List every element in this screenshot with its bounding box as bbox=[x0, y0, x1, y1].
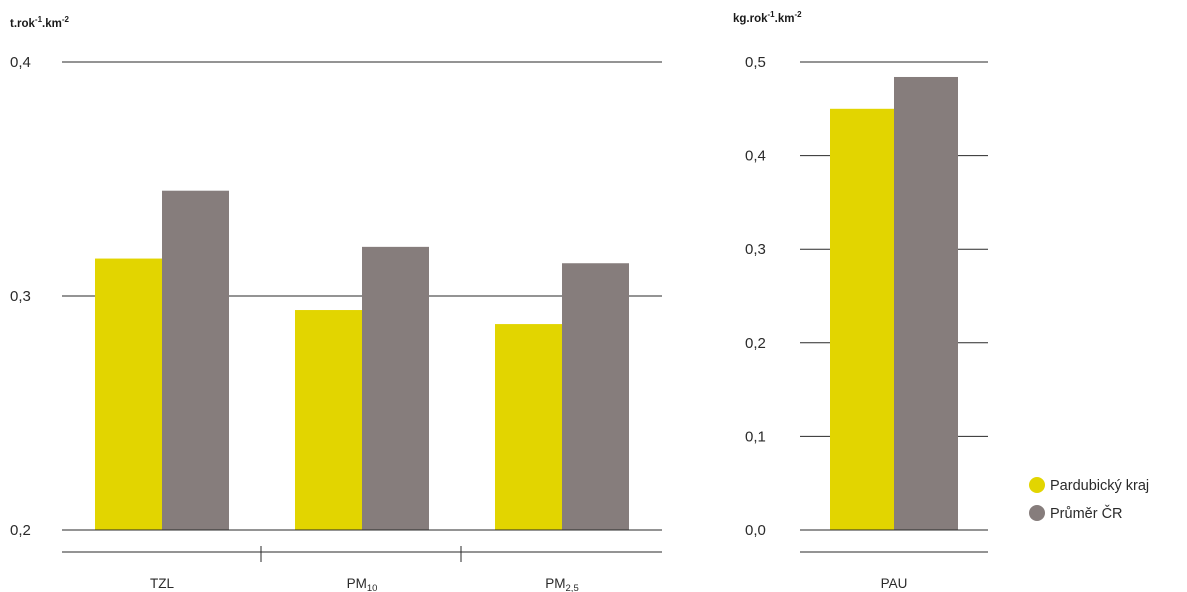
right-y-tick-label-1: 0,1 bbox=[745, 428, 766, 445]
right-bar-prumer-0 bbox=[894, 76, 958, 530]
right-y-tick-label-5: 0,5 bbox=[745, 54, 766, 71]
left-y-tick-label-0: 0,2 bbox=[10, 522, 31, 539]
right-unit-label: kg.rok-1.km-2 bbox=[733, 10, 802, 25]
left-category-label-0: TZL bbox=[150, 576, 174, 591]
right-chart: 0,0 0,1 0,2 0,3 0,4 0,5 PAU bbox=[745, 54, 988, 591]
legend-swatch-pardubicky bbox=[1029, 477, 1045, 493]
left-bar-prumer-0 bbox=[162, 190, 229, 530]
left-bar-prumer-2 bbox=[562, 263, 629, 530]
left-category-label-2: PM2,5 bbox=[545, 576, 578, 592]
right-y-tick-label-4: 0,4 bbox=[745, 148, 766, 165]
left-bar-pardubicky-2 bbox=[495, 324, 562, 530]
left-bar-pardubicky-0 bbox=[95, 258, 162, 530]
legend: Pardubický kraj Průměr ČR bbox=[1029, 477, 1149, 522]
right-category-label-0: PAU bbox=[881, 576, 908, 591]
right-y-tick-label-2: 0,2 bbox=[745, 335, 766, 352]
left-unit-label: t.rok-1.km-2 bbox=[10, 15, 70, 30]
left-y-tick-label-1: 0,3 bbox=[10, 288, 31, 305]
right-y-tick-label-0: 0,0 bbox=[745, 522, 766, 539]
left-y-tick-label-2: 0,4 bbox=[10, 54, 31, 71]
legend-label-prumer: Průměr ČR bbox=[1050, 505, 1123, 522]
left-bar-prumer-1 bbox=[362, 246, 429, 531]
left-bar-pardubicky-1 bbox=[295, 310, 362, 530]
left-category-label-1: PM10 bbox=[347, 576, 378, 592]
right-y-tick-label-3: 0,3 bbox=[745, 241, 766, 258]
left-chart: 0,2 0,3 0,4 TZL PM10 PM2,5 bbox=[10, 54, 662, 592]
legend-swatch-prumer bbox=[1029, 505, 1045, 521]
legend-label-pardubicky: Pardubický kraj bbox=[1050, 478, 1149, 494]
right-bar-pardubicky-0 bbox=[830, 108, 894, 531]
